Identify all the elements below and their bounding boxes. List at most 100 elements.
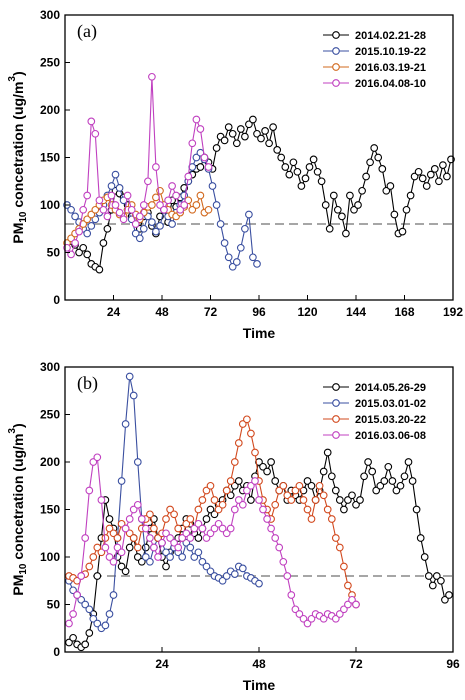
- data-point: [253, 260, 261, 268]
- data-point: [439, 161, 447, 169]
- data-point: [435, 177, 443, 186]
- chart-panel-b: 0 50 100 150 200 250 300 24 48 72 96 Time PM10 conce…: [7, 360, 460, 693]
- data-point: [65, 619, 73, 628]
- data-point: [356, 496, 364, 504]
- y-axis-label-part: ): [10, 71, 26, 76]
- data-point: [81, 640, 90, 649]
- legend-entry: 2016.04.08-10: [355, 78, 426, 90]
- data-point: [170, 538, 178, 547]
- y-axis-label: PM10 concetration (ug/m3): [7, 71, 29, 243]
- data-point: [125, 543, 134, 552]
- data-point: [125, 529, 134, 538]
- data-point: [390, 210, 399, 219]
- data-point: [212, 201, 221, 209]
- data-point: [202, 515, 211, 523]
- data-point: [412, 505, 421, 514]
- x-tick-label: 168: [394, 305, 414, 319]
- data-point: [77, 595, 86, 604]
- data-point: [241, 224, 249, 233]
- y-tick-label: 250: [40, 408, 60, 422]
- data-point: [95, 265, 104, 274]
- data-point: [408, 477, 417, 485]
- data-point: [131, 229, 140, 238]
- data-point: [87, 210, 96, 219]
- chart-panel-a: 0 50 100 150 200 250 300 24 48 72 96 120 144 168 192 Ti…: [7, 8, 463, 341]
- legend-marker: [332, 47, 340, 55]
- data-point: [273, 146, 282, 154]
- data-point: [255, 458, 263, 466]
- data-point: [69, 610, 77, 618]
- data-point: [362, 172, 370, 181]
- data-point: [69, 586, 77, 595]
- data-point: [368, 467, 377, 476]
- data-point: [186, 515, 195, 523]
- data-point: [91, 215, 100, 224]
- data-point: [139, 224, 148, 233]
- data-point: [259, 462, 267, 471]
- data-point: [441, 595, 449, 604]
- data-point: [133, 553, 142, 561]
- data-point: [301, 174, 310, 183]
- data-point: [148, 201, 156, 209]
- data-point: [79, 205, 88, 214]
- data-point: [338, 212, 346, 221]
- data-point: [319, 467, 328, 476]
- data-point: [117, 548, 126, 557]
- data-point: [230, 505, 239, 514]
- data-point: [83, 215, 92, 224]
- data-point: [222, 529, 231, 538]
- data-point: [113, 543, 122, 552]
- data-point: [186, 543, 195, 552]
- data-point: [123, 191, 132, 200]
- data-point: [93, 543, 102, 552]
- y-tick-label: 200: [40, 103, 60, 117]
- data-point: [101, 621, 110, 630]
- data-point: [259, 505, 267, 514]
- data-point: [228, 262, 237, 271]
- data-point: [204, 163, 213, 171]
- data-point: [263, 515, 271, 523]
- data-point: [93, 453, 102, 462]
- data-point: [170, 510, 178, 519]
- data-point: [200, 153, 209, 162]
- x-tick-label: 24: [155, 657, 169, 671]
- data-point: [402, 205, 411, 214]
- data-point: [85, 629, 94, 637]
- x-tick-label: 192: [443, 305, 463, 319]
- data-point: [317, 177, 326, 186]
- data-point: [150, 524, 158, 533]
- data-point: [279, 481, 288, 490]
- x-axis-label: Time: [243, 677, 276, 693]
- data-point: [249, 253, 257, 262]
- x-axis-label: Time: [243, 325, 276, 341]
- data-point: [105, 515, 114, 523]
- data-point: [303, 619, 312, 628]
- data-point: [327, 515, 336, 523]
- data-point: [87, 117, 96, 126]
- data-point: [93, 572, 102, 580]
- data-point: [422, 182, 431, 190]
- data-point: [287, 591, 296, 599]
- data-point: [307, 481, 316, 490]
- y-tick-label: 300: [40, 360, 60, 374]
- data-point: [232, 139, 241, 148]
- data-point: [69, 633, 77, 642]
- data-point: [220, 136, 229, 145]
- data-point: [234, 439, 243, 447]
- data-point: [156, 201, 164, 209]
- data-point: [178, 534, 187, 542]
- data-point: [127, 205, 136, 214]
- data-point: [105, 553, 114, 561]
- data-point: [168, 182, 176, 190]
- data-point: [115, 208, 124, 217]
- data-point: [65, 638, 73, 647]
- data-point: [352, 600, 360, 609]
- data-point: [91, 129, 100, 138]
- data-point: [133, 458, 142, 466]
- y-axis-label: PM10 concetration (ug/m3): [7, 423, 29, 595]
- legend-entry: 2015.10.19-22: [355, 46, 426, 58]
- data-point: [380, 477, 389, 485]
- series-3: [65, 453, 360, 628]
- data-point: [166, 505, 174, 514]
- data-point: [285, 170, 294, 179]
